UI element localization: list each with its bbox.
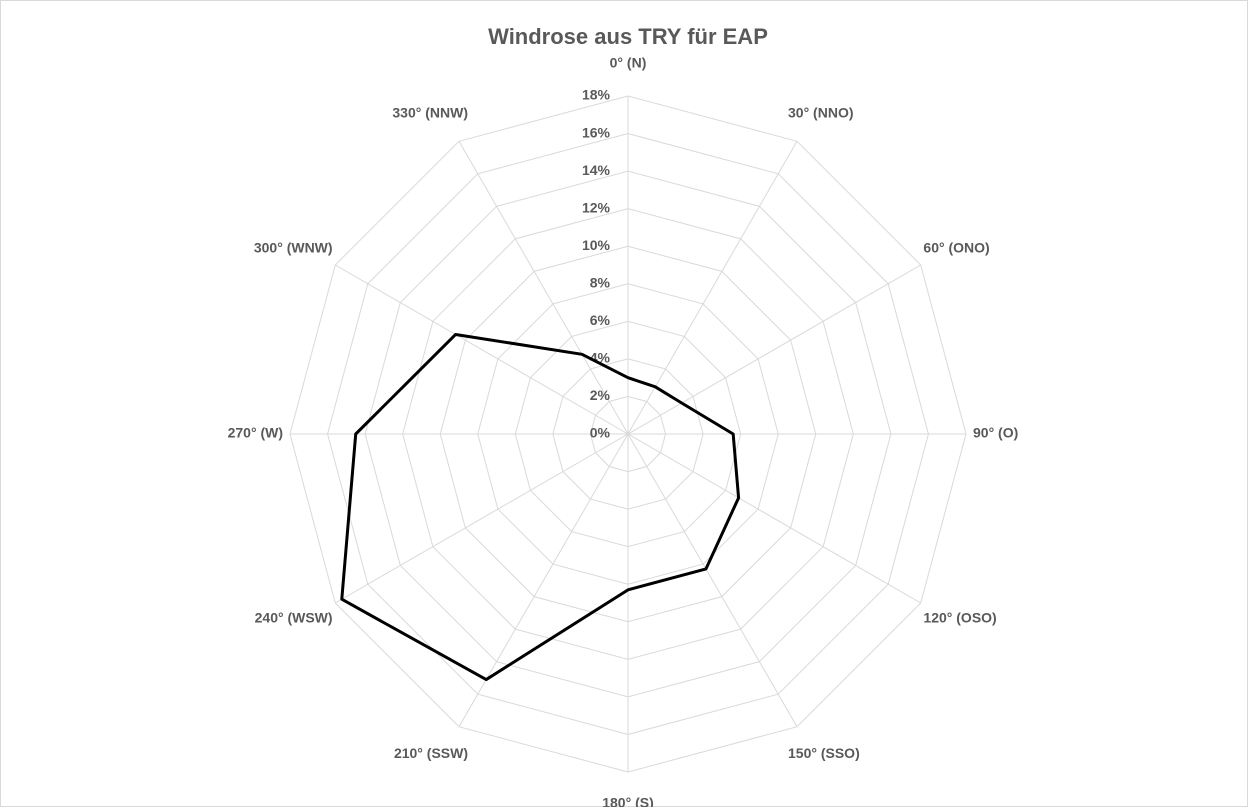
spoke — [458, 141, 629, 435]
y-tick-label: 6% — [590, 312, 611, 328]
category-label: 120° (OSO) — [923, 610, 996, 626]
y-tick-label: 0% — [590, 425, 611, 441]
series-line — [340, 332, 741, 682]
category-label: 210° (SSW) — [394, 745, 468, 761]
category-label: 180° (S) — [602, 795, 654, 807]
y-tick-label: 16% — [582, 124, 611, 140]
category-label: 30° (NNO) — [788, 104, 854, 120]
spoke — [627, 433, 798, 727]
spoke — [335, 433, 629, 604]
y-tick-label: 18% — [582, 87, 611, 103]
category-label: 150° (SSO) — [788, 745, 860, 761]
spoke — [627, 264, 921, 435]
category-label: 0° (N) — [610, 55, 647, 71]
chart-title: Windrose aus TRY für EAP — [488, 24, 768, 49]
spoke — [627, 141, 798, 435]
y-tick-label: 10% — [582, 237, 611, 253]
category-label: 270° (W) — [228, 425, 283, 441]
category-label: 240° (WSW) — [255, 610, 333, 626]
category-label: 60° (ONO) — [923, 240, 989, 256]
spoke — [335, 264, 629, 435]
category-label: 300° (WNW) — [254, 240, 333, 256]
y-tick-label: 12% — [582, 199, 611, 215]
y-tick-label: 2% — [590, 387, 611, 403]
category-label: 330° (NNW) — [392, 104, 468, 120]
category-label: 90° (O) — [973, 425, 1018, 441]
y-tick-label: 8% — [590, 274, 611, 290]
y-tick-label: 14% — [582, 162, 611, 178]
spoke — [627, 433, 921, 604]
